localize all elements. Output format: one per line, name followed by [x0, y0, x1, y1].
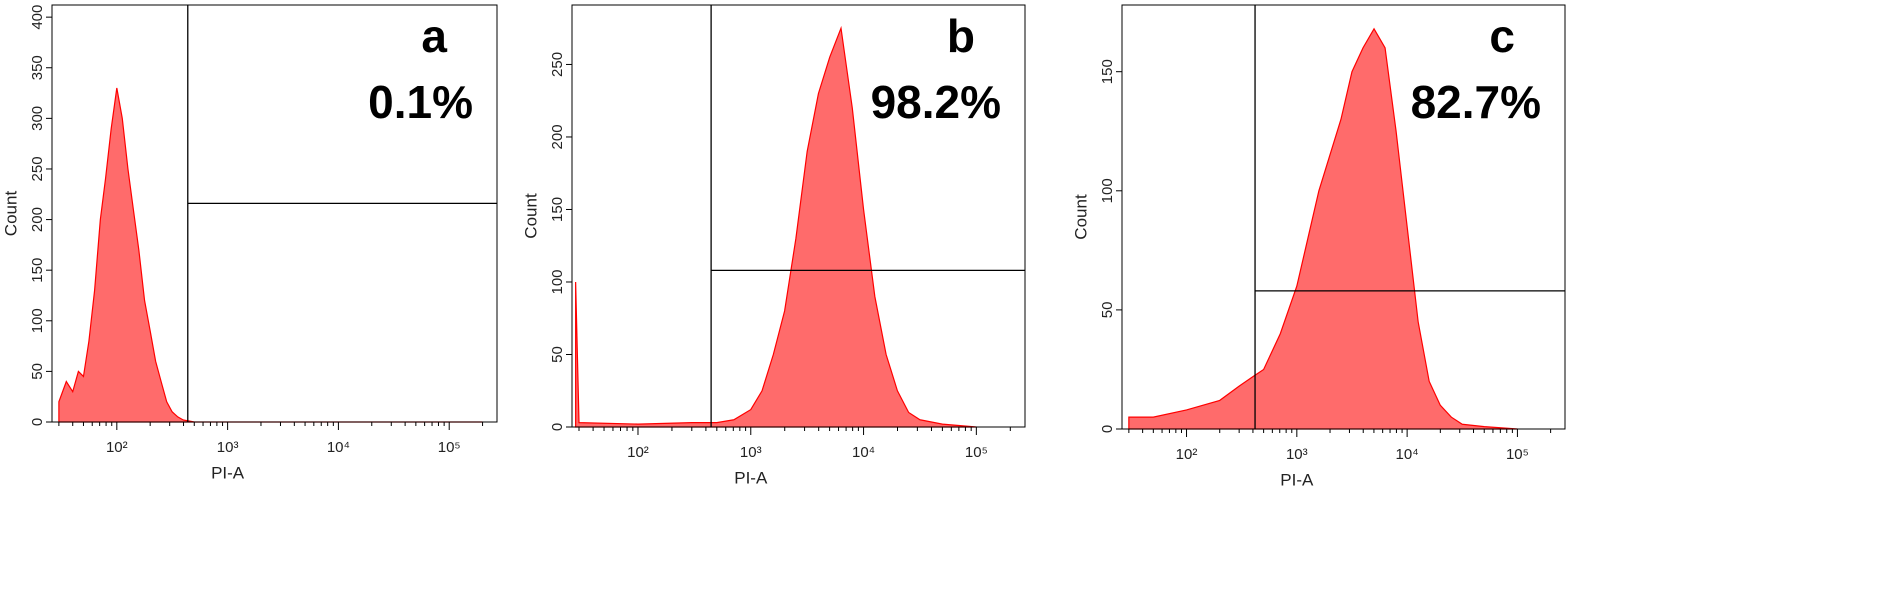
- x-tick-label: 10⁵: [965, 444, 988, 461]
- y-tick-label: 50: [549, 346, 566, 363]
- percentage: 98.2%: [871, 76, 1001, 128]
- y-tick-label: 350: [29, 55, 46, 80]
- x-tick-label: 10⁴: [1396, 446, 1419, 463]
- y-tick-label: 150: [1099, 59, 1116, 84]
- x-axis-label: PI-A: [1280, 470, 1314, 489]
- x-tick-label: 10³: [217, 439, 239, 456]
- y-tick-label: 50: [1099, 302, 1116, 319]
- y-tick-label: 250: [549, 52, 566, 77]
- histogram-area: [58, 87, 483, 423]
- x-axis-label: PI-A: [734, 468, 768, 487]
- x-tick-label: 10²: [106, 439, 128, 456]
- plot-frame: [1121, 4, 1566, 430]
- x-tick-label: 10⁴: [327, 439, 350, 456]
- histogram-area: [1128, 27, 1518, 430]
- y-tick-label: 150: [549, 197, 566, 222]
- x-tick-label: 10³: [740, 444, 762, 461]
- y-tick-label: 200: [29, 207, 46, 232]
- x-tick-label: 10⁵: [438, 439, 461, 456]
- y-tick-label: 0: [1099, 425, 1116, 433]
- y-tick-label: 300: [29, 106, 46, 131]
- x-axis-label: PI-A: [211, 463, 245, 482]
- y-tick-label: 100: [1099, 178, 1116, 203]
- y-axis-label: Count: [1, 191, 20, 237]
- y-tick-label: 250: [29, 156, 46, 181]
- histogram-area: [575, 25, 977, 428]
- y-tick-label: 100: [549, 269, 566, 294]
- plot-frame: [51, 4, 498, 423]
- x-tick-label: 10²: [1176, 446, 1198, 463]
- percentage: 0.1%: [368, 76, 473, 128]
- y-tick-label: 400: [29, 5, 46, 30]
- y-tick-label: 200: [549, 124, 566, 149]
- x-tick-label: 10⁵: [1506, 446, 1529, 463]
- percentage: 82.7%: [1411, 76, 1541, 128]
- plot-frame: [571, 4, 1026, 428]
- x-tick-label: 10²: [627, 444, 649, 461]
- y-tick-label: 150: [29, 258, 46, 283]
- y-tick-label: 0: [549, 423, 566, 431]
- y-axis-label: Count: [1071, 194, 1090, 240]
- x-tick-label: 10⁴: [852, 444, 875, 461]
- panel-label: c: [1489, 10, 1515, 62]
- y-axis-label: Count: [521, 193, 540, 239]
- y-tick-label: 0: [29, 418, 46, 426]
- panel-label: b: [947, 10, 975, 62]
- y-tick-label: 50: [29, 363, 46, 380]
- x-tick-label: 10³: [1286, 446, 1308, 463]
- y-tick-label: 100: [29, 308, 46, 333]
- panel-label: a: [421, 10, 447, 62]
